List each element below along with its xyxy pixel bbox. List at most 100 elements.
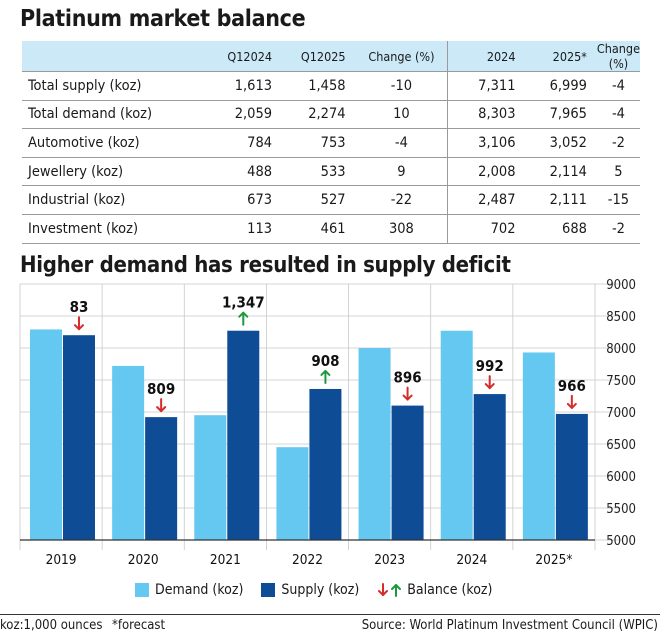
up-arrow-icon <box>238 311 249 326</box>
cell-change-quarter: -10 <box>355 71 448 101</box>
y-tick-label: 6500 <box>606 438 636 453</box>
header-2024: 2024 <box>447 41 526 72</box>
x-tick-label: 2022 <box>292 552 323 568</box>
balance-label: 896 <box>393 369 421 387</box>
row-label: Total demand (koz) <box>22 99 208 129</box>
table-row: Jewellery (koz) 488 533 9 2,008 2,114 5 <box>22 156 640 186</box>
table-row: Total supply (koz) 1,613 1,458 -10 7,311… <box>22 71 640 101</box>
table-row: Automotive (koz) 784 753 -4 3,106 3,052 … <box>22 128 640 158</box>
up-arrow-icon <box>320 369 331 384</box>
supply-bar <box>391 405 424 540</box>
source-note: Source: World Platinum Investment Counci… <box>361 618 658 633</box>
cell-change-year: -4 <box>596 99 640 129</box>
demand-bar <box>358 348 391 540</box>
chart-title: Higher demand has resulted in supply def… <box>20 253 511 278</box>
x-tick-label: 2020 <box>128 552 159 568</box>
demand-supply-bar-chart: 5000 5500 6000 6500 7000 7500 8000 8500 9000 2019… <box>19 278 636 568</box>
cell-change-quarter: 308 <box>355 213 448 244</box>
legend-supply: Supply (koz) <box>261 582 359 598</box>
arrow-head <box>566 402 577 409</box>
footer: koz:1,000 ounces *forecast Source: World… <box>0 614 660 635</box>
supply-bar <box>473 394 506 540</box>
y-tick-label: 8500 <box>606 310 636 325</box>
supply-bar <box>227 330 260 540</box>
cell-change-quarter: 9 <box>355 156 448 186</box>
row-label: Industrial (koz) <box>22 185 208 215</box>
cell-2025: 2,111 <box>525 185 597 215</box>
cell-q12025: 2,274 <box>282 99 356 129</box>
cell-change-year: -4 <box>596 71 640 101</box>
cell-2024: 7,311 <box>447 71 526 101</box>
legend-supply-swatch <box>261 583 276 597</box>
legend-balance-label: Balance (koz) <box>407 582 493 598</box>
header-2025: 2025* <box>525 41 597 72</box>
y-tick-label: 9000 <box>606 278 636 293</box>
cell-q12024: 488 <box>207 156 283 186</box>
table-header-row: Q12024 Q12025 Change (%) 2024 2025* Chan… <box>22 41 640 72</box>
market-balance-table: Q12024 Q12025 Change (%) 2024 2025* Chan… <box>22 41 640 244</box>
legend-balance: Balance (koz) <box>377 582 492 598</box>
supply-bar <box>63 335 95 540</box>
header-category <box>22 41 208 72</box>
cell-q12025: 533 <box>282 156 356 186</box>
x-tick-label: 2019 <box>46 552 77 568</box>
cell-q12024: 673 <box>207 185 283 215</box>
row-label: Investment (koz) <box>22 213 208 244</box>
header-change-year: Change (%) <box>596 41 640 72</box>
legend-supply-label: Supply (koz) <box>281 582 360 598</box>
header-q12024: Q12024 <box>207 41 283 72</box>
cell-change-year: 5 <box>596 156 640 186</box>
y-tick-label: 5500 <box>606 502 636 517</box>
forecast-note: *forecast <box>112 618 166 633</box>
cell-2025: 688 <box>525 213 597 244</box>
balance-label: 992 <box>476 357 504 375</box>
down-up-arrows-icon <box>378 583 402 597</box>
cell-q12024: 113 <box>207 213 283 244</box>
table-row: Investment (koz) 113 461 308 702 688 -2 <box>22 213 640 244</box>
cell-q12025: 461 <box>282 213 356 244</box>
y-tick-label: 8000 <box>606 342 636 357</box>
cell-q12024: 1,613 <box>207 71 283 101</box>
cell-q12025: 527 <box>282 185 356 215</box>
y-tick-label: 6000 <box>606 470 636 485</box>
legend-demand-swatch <box>135 583 149 597</box>
arrow-head <box>402 394 413 401</box>
cell-change-year: -2 <box>596 128 640 158</box>
x-tick-label: 2023 <box>374 552 405 568</box>
legend-demand-label: Demand (koz) <box>155 582 244 598</box>
cell-change-quarter: -22 <box>355 185 448 215</box>
down-arrow-icon <box>566 394 577 409</box>
table-row: Industrial (koz) 673 527 -22 2,487 2,111… <box>22 185 640 215</box>
cell-q12024: 784 <box>207 128 283 158</box>
cell-2024: 2,008 <box>447 156 526 186</box>
supply-bar <box>145 417 178 540</box>
arrow-head <box>320 369 331 376</box>
balance-label: 908 <box>311 352 339 370</box>
demand-bar <box>112 365 145 540</box>
arrow-head <box>156 406 167 413</box>
row-label: Automotive (koz) <box>22 128 208 158</box>
balance-label: 83 <box>70 298 89 316</box>
cell-2024: 702 <box>447 213 526 244</box>
cell-change-quarter: -4 <box>355 128 448 158</box>
demand-bar <box>30 329 62 540</box>
cell-change-year: -15 <box>596 185 640 215</box>
cell-q12025: 1,458 <box>282 71 356 101</box>
table-title: Platinum market balance <box>20 6 306 32</box>
cell-2025: 6,999 <box>525 71 597 101</box>
cell-change-year: -2 <box>596 213 640 244</box>
cell-2024: 8,303 <box>447 99 526 129</box>
y-tick-label: 7000 <box>606 406 636 421</box>
demand-bar <box>276 447 309 540</box>
down-arrow-icon <box>484 375 495 390</box>
balance-label: 966 <box>558 377 586 395</box>
arrow-head <box>238 311 249 318</box>
chart-legend: Demand (koz) Supply (koz) Balance (koz) <box>135 582 510 598</box>
y-tick-label: 5000 <box>606 534 636 549</box>
cell-q12024: 2,059 <box>207 99 283 129</box>
cell-2024: 3,106 <box>447 128 526 158</box>
unit-note: koz:1,000 ounces <box>0 618 103 633</box>
header-change-quarter: Change (%) <box>355 41 448 72</box>
down-arrow-icon <box>402 386 413 401</box>
x-tick-label: 2025* <box>535 552 572 568</box>
